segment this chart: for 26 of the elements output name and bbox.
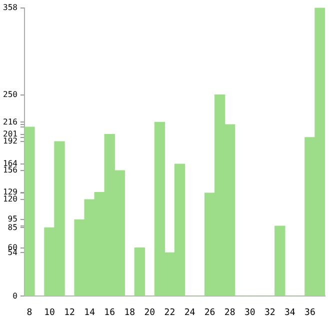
y-tick-label: 0 xyxy=(12,291,18,300)
x-tick-label: 8 xyxy=(26,308,32,318)
y-tick-label: 85 xyxy=(8,222,18,232)
x-tick-label: 30 xyxy=(244,308,256,318)
y-tick-label: 129 xyxy=(2,187,18,196)
x-tick-label: 16 xyxy=(104,308,116,318)
x-tick-label: 34 xyxy=(284,308,296,318)
y-tick-label: 358 xyxy=(2,2,18,12)
y-tick-label: 192 xyxy=(2,136,18,146)
x-tick-label: 24 xyxy=(184,308,196,318)
x-tick-label: 36 xyxy=(304,308,316,318)
y-tick-label: 120 xyxy=(2,194,18,204)
y-tick-label: 250 xyxy=(2,90,18,99)
y-tick-label: 95 xyxy=(8,214,18,224)
x-tick-label: 26 xyxy=(204,308,216,318)
x-tick-label: 22 xyxy=(164,308,176,318)
x-tick-label: 32 xyxy=(264,308,276,318)
x-tick-label: 18 xyxy=(124,308,136,318)
x-tick-label: 20 xyxy=(144,308,156,318)
x-tick-label: 14 xyxy=(84,308,95,318)
x-tick-label: 28 xyxy=(224,308,236,318)
y-tick-label: 201 xyxy=(2,129,18,138)
x-tick-label: 12 xyxy=(64,308,75,318)
y-tick-label: 216 xyxy=(2,117,18,126)
y-tick-label: 156 xyxy=(2,166,18,175)
x-tick-label: 10 xyxy=(44,308,55,318)
